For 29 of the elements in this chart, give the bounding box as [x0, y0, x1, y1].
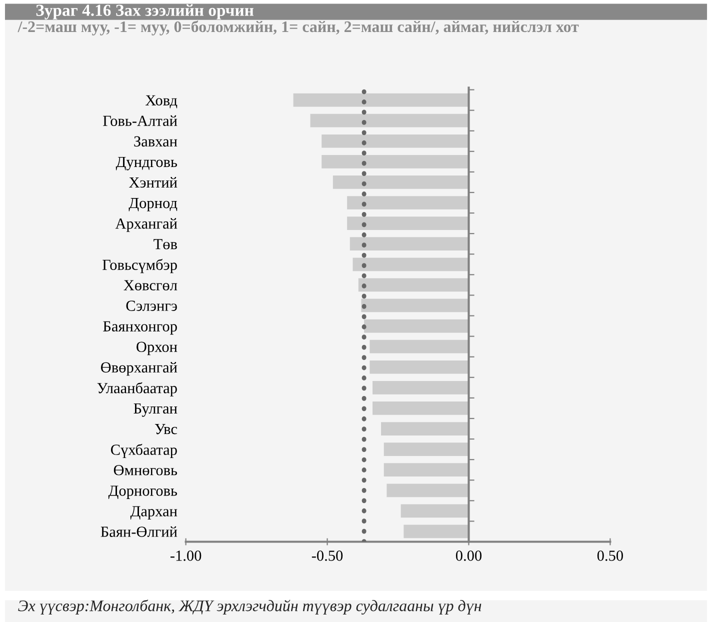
y-tick-label: Хөвсгөл [124, 280, 178, 290]
y-tick-label: Говь-Алтай [103, 115, 178, 126]
y-tick-label: Баян-Өлгий [100, 526, 178, 537]
y-tick-label: Говьсүмбэр [102, 258, 177, 274]
text: Эх үүсвэр:Монголбанк, ЖДҮ эрхлэгчдийн түүвэр судалгааны үр дүн [18, 600, 482, 615]
y-tick-label: Булган [134, 403, 178, 417]
y-tick-label: Төв [154, 239, 177, 250]
x-tick-label: -1.00 [170, 550, 202, 561]
x-tick-label: 0.50 [597, 550, 623, 561]
chart-title: Зураг 4.16 Зах зээлийн орчин [36, 4, 254, 20]
y-tick-label: Ховд [146, 95, 178, 108]
y-tick-label: Өмнөговь [114, 465, 178, 476]
y-tick-label: Хэнтий [129, 177, 178, 188]
y-tick-label: Архангай [115, 218, 178, 232]
y-tick-label: Баянхонгор [103, 321, 177, 335]
y-tick-label: Орхон [136, 342, 178, 356]
y-tick-label: Дундговь [116, 156, 178, 170]
y-tick-label: Дорнод [128, 198, 178, 212]
y-tick-label: Сэлэнгэ [126, 300, 177, 311]
y-tick-label: Завхан [134, 136, 178, 147]
y-tick-label: Увс [154, 424, 178, 434]
y-tick-label: Өвөрхангай [100, 362, 178, 376]
x-tick-label: -0.50 [312, 550, 343, 561]
y-tick-label: Дархан [130, 506, 178, 520]
y-tick-label: Сүхбаатар [111, 444, 177, 458]
x-tick-label: 0.00 [456, 550, 482, 561]
y-tick-label: Дорноговь [108, 486, 178, 499]
y-tick-label: Улаанбаатар [97, 382, 177, 396]
chart-subtitle: /-2=маш муу, -1= муу, 0=боломжийн, 1= сайн, 2=маш сайн/, аймаг, нийслэл хот [18, 20, 579, 36]
